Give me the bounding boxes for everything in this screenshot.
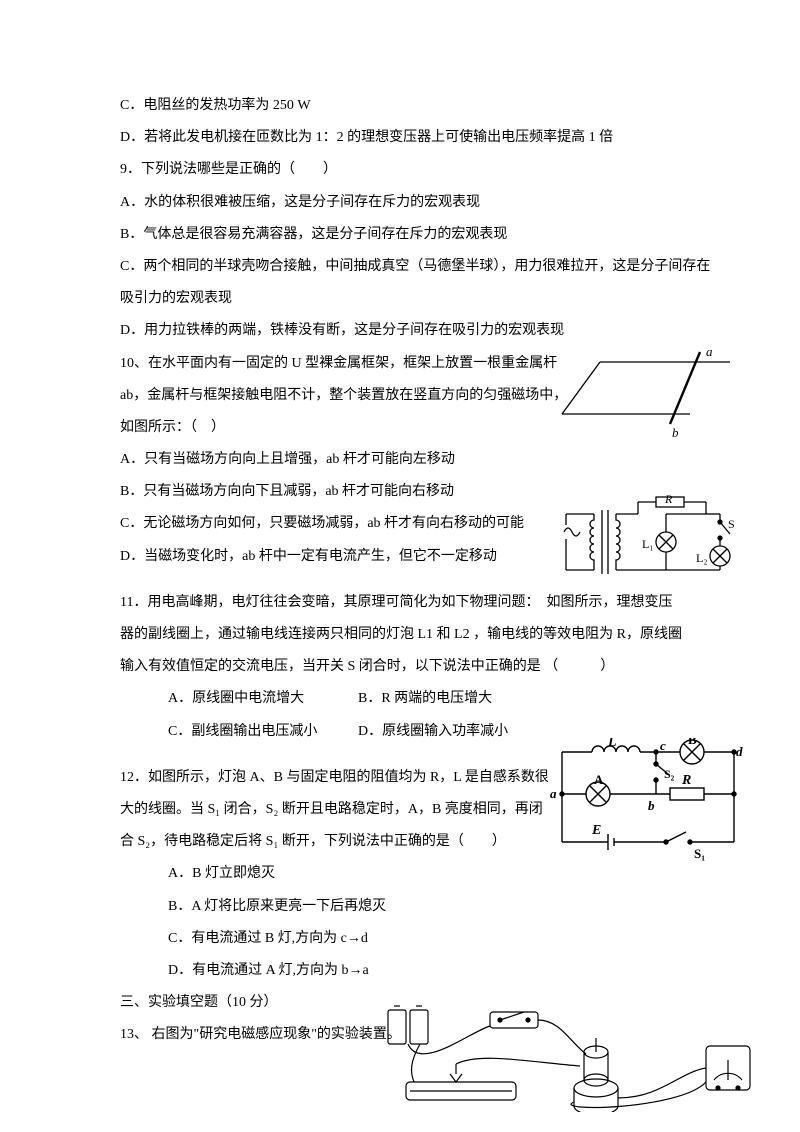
q13-figure	[380, 1002, 760, 1112]
q11-label-r: R	[664, 492, 673, 506]
q12-option-c: C．有电流通过 B 灯,方向为 c→d	[120, 923, 712, 955]
q12-figure: L B A R E S₁ S₂ a b c d	[548, 738, 746, 866]
q11-label-l1: L₁	[642, 537, 654, 551]
q12-label-S2: S₂	[664, 767, 675, 781]
q9-option-b: B．气体总是很容易充满容器，这是分子间存在斥力的宏观表现	[120, 219, 712, 251]
q10-option-a: A．只有当磁场方向向上且增强，ab 杆才可能向左移动	[120, 444, 712, 476]
q11-figure: R L₁ L₂ S	[558, 492, 738, 600]
q12-label-a: a	[550, 786, 557, 801]
q11-stem-line3: 输入有效值恒定的交流电压，当开关 S 闭合时，以下说法中正确的是 （ ）	[120, 651, 712, 683]
q11-option-b: B．R 两端的电压增大	[358, 683, 492, 715]
q11-option-a: A．原线圈中电流增大	[168, 683, 358, 715]
q12-label-A: A	[594, 772, 604, 787]
q11-option-d: D．原线圈输入功率减小	[358, 716, 508, 748]
q10-figure: a b	[560, 344, 740, 440]
q11-label-s: S	[728, 517, 735, 531]
q12-label-b: b	[648, 798, 655, 813]
q11-label-l2: L₂	[696, 551, 708, 565]
q10-label-a: a	[706, 344, 713, 359]
q9-option-a: A．水的体积很难被压缩，这是分子间存在斥力的宏观表现	[120, 187, 712, 219]
q12-label-c: c	[660, 738, 666, 753]
q12-label-B: B	[688, 738, 697, 747]
q10-label-b: b	[672, 425, 679, 440]
q11-option-c: C．副线圈输出电压减小	[168, 716, 358, 748]
q9-stem: 9．下列说法哪些是正确的（ ）	[120, 154, 712, 186]
q9-option-d: D．用力拉铁棒的两端，铁棒没有断，这是分子间存在吸引力的宏观表现	[120, 315, 712, 347]
q12-option-d: D．有电流通过 A 灯,方向为 b→a	[120, 955, 712, 987]
q8-option-c: C．电阻丝的发热功率为 250 W	[120, 90, 712, 122]
q12-label-E: E	[591, 823, 601, 838]
q12-option-b: B．A 灯将比原来更亮一下后再熄灭	[120, 891, 712, 923]
q12-label-S1: S₁	[694, 846, 705, 861]
q12-label-d: d	[736, 744, 743, 759]
q8-option-d: D．若将此发电机接在匝数比为 1：2 的理想变压器上可使输出电压频率提高 1 倍	[120, 122, 712, 154]
q9-option-c: C．两个相同的半球壳吻合接触，中间抽成真空（马德堡半球），用力很难拉开，这是分子…	[120, 251, 712, 315]
q12-label-R: R	[681, 773, 691, 788]
q11-stem-line2: 器的副线圈上，通过输电线连接两只相同的灯泡 L1 和 L2 ，输电线的等效电阻为…	[120, 619, 712, 651]
q12-label-L: L	[607, 738, 617, 750]
